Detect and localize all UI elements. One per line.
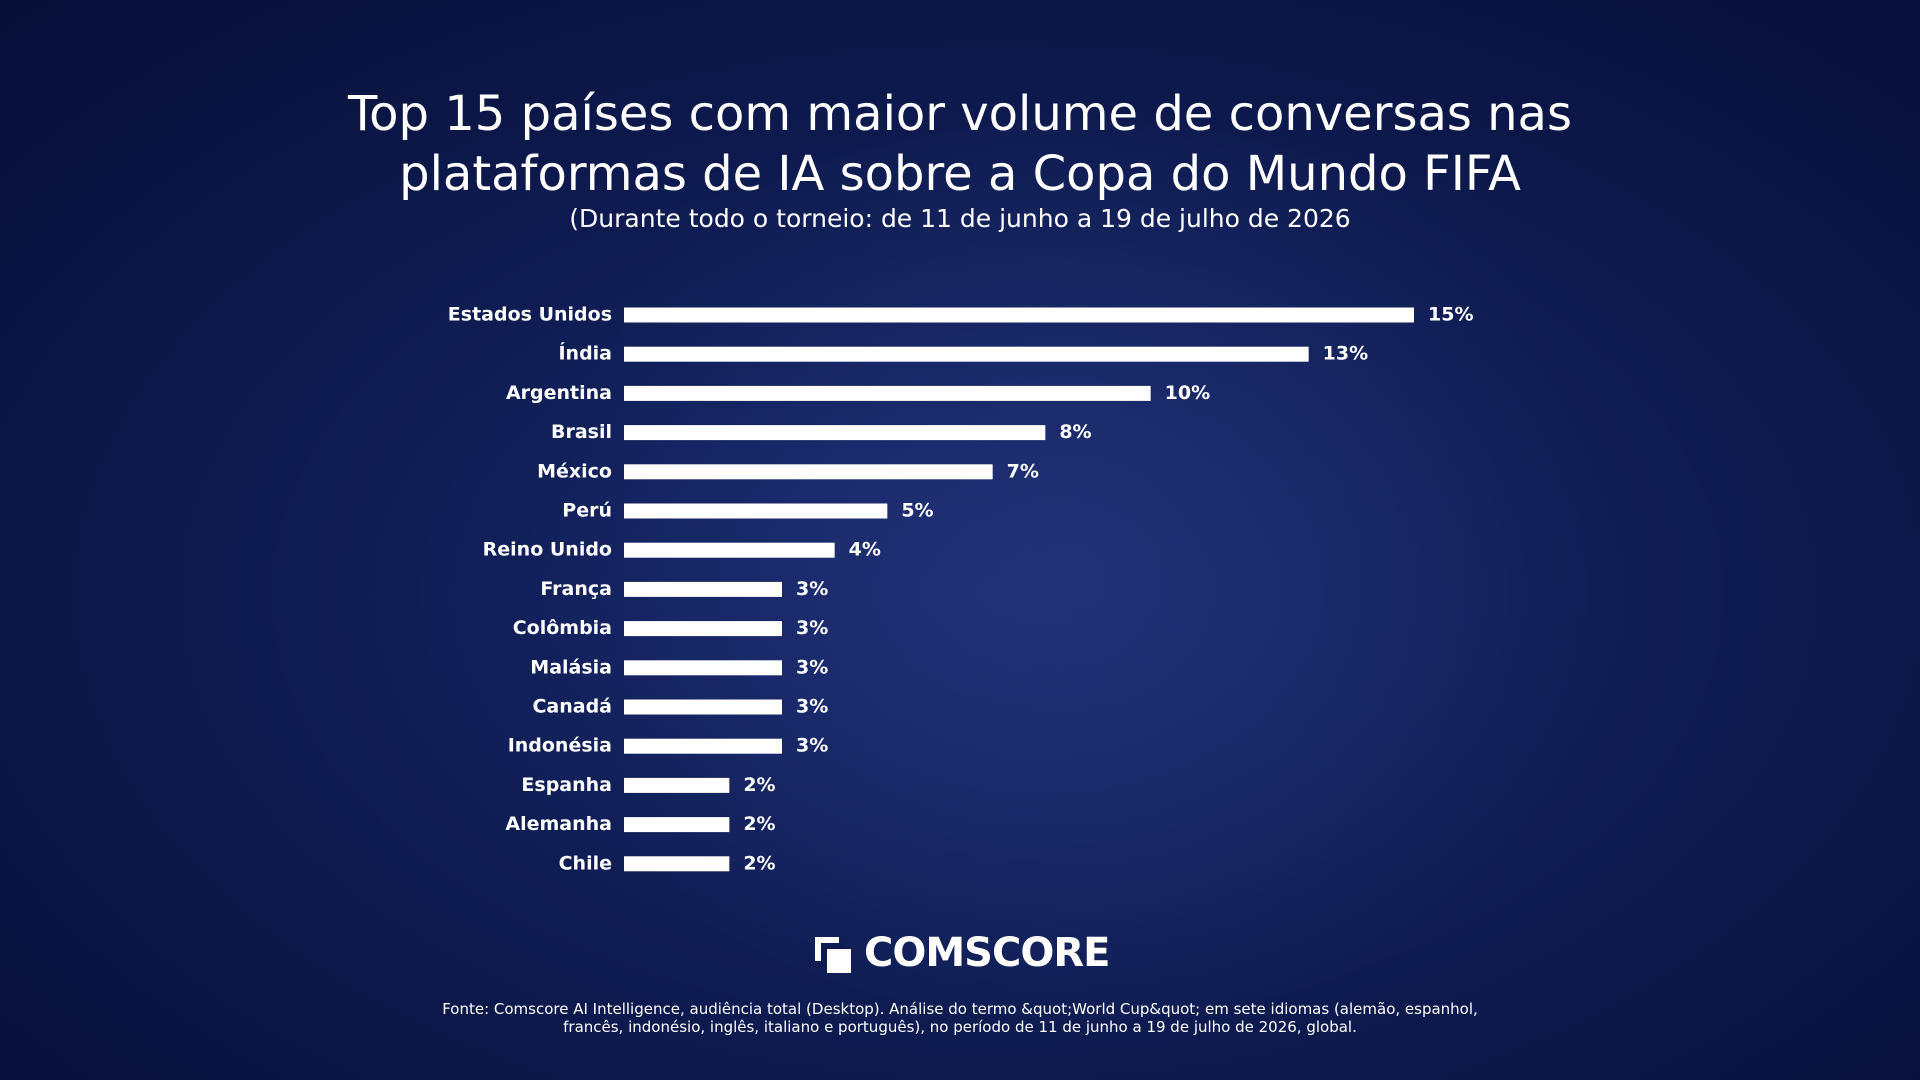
value-label: 2% bbox=[743, 813, 775, 835]
value-label: 5% bbox=[901, 500, 933, 522]
value-label: 8% bbox=[1059, 421, 1091, 443]
bar bbox=[624, 621, 782, 637]
bar bbox=[624, 464, 993, 480]
value-label: 3% bbox=[796, 735, 828, 757]
bar bbox=[624, 307, 1414, 323]
bar bbox=[624, 856, 730, 872]
bar bbox=[624, 817, 730, 833]
category-label: Estados Unidos bbox=[448, 304, 612, 326]
value-label: 3% bbox=[796, 617, 828, 639]
value-label: 7% bbox=[1007, 460, 1039, 482]
bar bbox=[624, 738, 782, 754]
value-label: 3% bbox=[796, 578, 828, 600]
category-label: Indonésia bbox=[508, 735, 612, 757]
category-label: Malásia bbox=[530, 656, 612, 678]
category-label: Perú bbox=[562, 500, 612, 522]
bar bbox=[624, 581, 782, 597]
value-label: 4% bbox=[849, 539, 881, 561]
value-label: 3% bbox=[796, 696, 828, 718]
bar bbox=[624, 503, 888, 519]
category-label: Índia bbox=[558, 342, 612, 365]
value-label: 13% bbox=[1323, 343, 1368, 365]
category-label: Brasil bbox=[551, 421, 612, 443]
logo-text: COMSCORE bbox=[864, 930, 1110, 976]
category-label: Espanha bbox=[521, 774, 612, 796]
category-label: Canadá bbox=[532, 696, 612, 718]
bar bbox=[624, 542, 835, 558]
value-label: 2% bbox=[743, 852, 775, 874]
category-label: Argentina bbox=[506, 382, 612, 404]
bar bbox=[624, 425, 1046, 441]
value-label: 3% bbox=[796, 656, 828, 678]
source-note: Fonte: Comscore AI Intelligence, audiênc… bbox=[442, 1000, 1478, 1036]
logo-icon bbox=[815, 937, 851, 973]
bar bbox=[624, 699, 782, 715]
bar bbox=[624, 346, 1309, 362]
bar bbox=[624, 385, 1151, 401]
value-label: 2% bbox=[743, 774, 775, 796]
category-label: Chile bbox=[559, 852, 612, 874]
category-label: México bbox=[537, 460, 612, 482]
chart-subtitle: (Durante todo o torneio: de 11 de junho … bbox=[569, 204, 1351, 233]
chart-title: Top 15 países com maior volume de conver… bbox=[348, 86, 1572, 202]
value-label: 15% bbox=[1428, 304, 1473, 326]
category-label: Reino Unido bbox=[483, 539, 612, 561]
category-label: Alemanha bbox=[505, 813, 612, 835]
value-label: 10% bbox=[1165, 382, 1210, 404]
bar bbox=[624, 777, 730, 793]
category-label: Colômbia bbox=[513, 617, 612, 639]
bar bbox=[624, 660, 782, 676]
category-label: França bbox=[540, 578, 612, 600]
